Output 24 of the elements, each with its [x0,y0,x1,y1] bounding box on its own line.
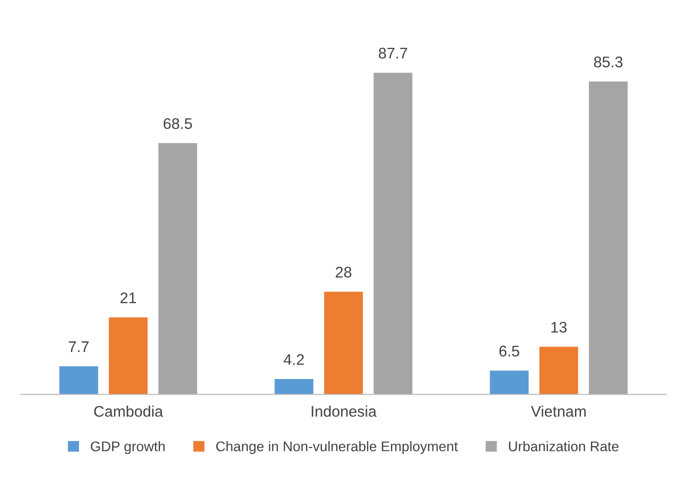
legend-label: Urbanization Rate [509,441,618,452]
data-label: 68.5 [164,118,192,130]
data-label: 87.7 [378,48,408,59]
data-label: 85.3 [594,56,622,68]
bar [324,292,363,394]
legend-label: GDP growth [90,441,165,454]
bar [490,370,529,394]
x-tick-label: Cambodia [94,406,164,417]
bar [108,317,148,394]
x-tick-label: Vietnam [530,406,586,417]
data-label: 28 [336,266,352,278]
data-label: 7.7 [68,341,89,352]
bar [158,143,198,394]
bar [539,346,578,394]
bar [374,72,412,394]
data-label: 4.2 [284,354,304,365]
data-label: 6.5 [499,346,520,356]
x-tick-label: Indonesia [312,406,377,417]
legend-label: Change in Non-vulnerable Employment [216,441,458,454]
bar [59,366,98,394]
bar [274,379,314,394]
data-label: 21 [120,292,136,304]
bar [588,82,628,394]
data-label: 13 [551,322,567,333]
